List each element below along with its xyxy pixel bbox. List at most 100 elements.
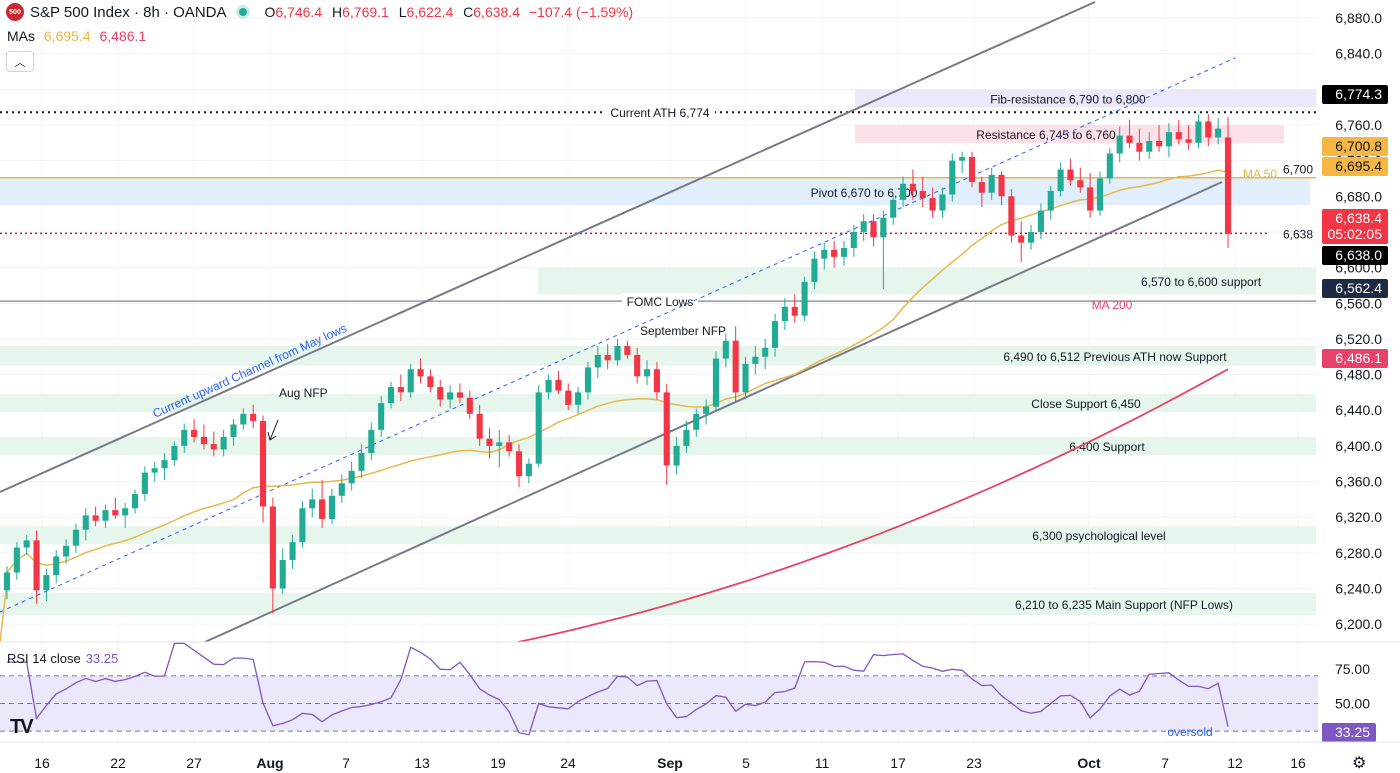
price-tick-label: 6,560.0: [1335, 295, 1382, 311]
time-tick-label: 19: [490, 755, 506, 771]
candle-body: [850, 231, 857, 248]
candle-body: [801, 281, 808, 316]
candle-body: [575, 392, 582, 405]
candle-body: [545, 379, 552, 393]
time-tick-label: 16: [1290, 755, 1306, 771]
aug-nfp-label: Aug NFP: [279, 386, 328, 400]
candle-body: [230, 424, 237, 437]
price-tick-label: 6,440.0: [1335, 402, 1382, 418]
candle-body: [1106, 153, 1113, 179]
candle-body: [1047, 190, 1054, 211]
candle-body: [1037, 210, 1044, 232]
candle-body: [663, 392, 670, 466]
candle-body: [476, 413, 483, 439]
price-tick-label: 6,240.0: [1335, 581, 1382, 597]
candle-body: [496, 442, 503, 446]
candle-body: [939, 194, 946, 211]
candle-body: [624, 346, 631, 355]
chevron-up-icon: ︿: [14, 56, 26, 69]
time-tick-label: 16: [34, 755, 50, 771]
candle-body: [919, 190, 926, 199]
candle-body: [1057, 169, 1064, 191]
zone-rect: [0, 592, 1316, 616]
candle-body: [13, 547, 20, 573]
time-tick-label: Sep: [657, 755, 683, 771]
ma50-value: 6,695.4: [43, 28, 91, 44]
gear-icon[interactable]: ⚙: [1352, 755, 1367, 772]
candle-body: [456, 392, 464, 398]
collapse-legend-button[interactable]: ︿: [6, 51, 34, 72]
candle-body: [1126, 135, 1133, 143]
candle-body: [752, 356, 759, 364]
price-label: 6,774.3: [1335, 86, 1382, 102]
aug-nfp-arrow: [267, 419, 279, 441]
zone-label: 6,400 Support: [1069, 440, 1145, 454]
candle-body: [437, 387, 444, 400]
candle-body: [604, 354, 611, 361]
tradingview-logo[interactable]: TV: [10, 716, 34, 738]
candle-body: [348, 470, 355, 484]
candle-body: [762, 347, 769, 357]
price-axis-bg: [1318, 0, 1400, 773]
candle-body: [82, 515, 89, 530]
time-tick-label: 17: [890, 755, 906, 771]
zone-rect: [0, 346, 1316, 366]
price-axis: 6,200.0 6,240.0 6,280.0 6,320.0 6,360.0 6,400…: [1318, 0, 1400, 773]
candle-body: [3, 572, 11, 591]
candle-body: [63, 545, 70, 557]
sp500-logo: 500: [6, 3, 24, 21]
ma50-label: MA 50: [1243, 167, 1277, 181]
price-tick-label: 6,480.0: [1335, 367, 1382, 383]
candle-body: [1165, 132, 1172, 147]
candle-body: [959, 157, 966, 161]
price-label-bg: [1322, 349, 1388, 368]
symbol-title[interactable]: S&P 500 Index · 8h · OANDA: [30, 3, 227, 21]
candle-body: [1067, 169, 1074, 181]
price-tick-label: 6,760.0: [1335, 117, 1382, 133]
price-label-bg: [1322, 85, 1388, 104]
candle-body: [1195, 121, 1202, 143]
candle-body: [1008, 196, 1015, 236]
candle-body: [1096, 178, 1104, 211]
candle-body: [161, 460, 168, 469]
zone-label: Pivot 6,670 to 6,700: [811, 186, 918, 200]
candle-body: [988, 174, 995, 193]
price-tick-label: 6,520.0: [1335, 331, 1382, 347]
price-label: 6,486.1: [1335, 350, 1382, 366]
candle-body: [171, 445, 178, 461]
time-tick-label: 22: [110, 755, 126, 771]
zone-rect: [855, 89, 1316, 108]
price-tick-label: 6,680.0: [1335, 188, 1382, 204]
candle-body: [1136, 142, 1143, 152]
candle-body: [378, 403, 385, 430]
time-tick-label: 27: [186, 755, 202, 771]
candle-body: [269, 506, 276, 589]
candle-body: [486, 438, 493, 446]
rsi-value-bg: [1322, 723, 1376, 742]
ma-legend[interactable]: MAs 6,695.4 6,486.1: [7, 28, 147, 44]
candle-body: [53, 556, 60, 576]
rsi-line: [7, 642, 1229, 736]
price-label-bg: [1322, 246, 1388, 265]
candle-body: [968, 157, 976, 183]
candle-body: [309, 499, 316, 509]
candle-body: [200, 436, 207, 445]
time-tick-label: 23: [966, 755, 982, 771]
candle-body: [122, 508, 129, 516]
zone-label: 6,210 to 6,235 Main Support (NFP Lows): [1015, 598, 1233, 612]
candle-body: [1018, 235, 1025, 243]
candle-body: [338, 483, 345, 496]
zone-label: Resistance 6,745 to 6,760: [976, 128, 1116, 142]
rsi-legend[interactable]: RSI 14 close 33.25: [7, 651, 119, 666]
zone-label: Close Support 6,450: [1031, 397, 1141, 411]
candle-body: [220, 436, 227, 450]
candle-body: [466, 397, 473, 414]
candle-body: [565, 390, 572, 405]
candle-body: [33, 540, 40, 591]
candle-body: [299, 508, 306, 543]
fomc-label-bg: [622, 293, 698, 310]
ath-label-bg: [603, 104, 715, 121]
candle-body: [1087, 187, 1094, 211]
candle-body: [407, 369, 414, 393]
